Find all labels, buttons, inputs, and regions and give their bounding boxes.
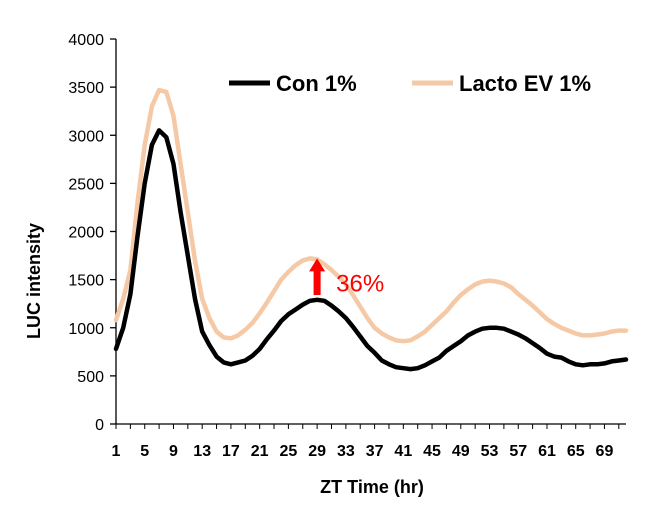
series-line-lacto-ev [113,87,629,344]
legend-label-lacto-ev: Lacto EV 1% [459,71,591,96]
x-tick-label: 41 [394,443,412,460]
y-tick-label: 2500 [68,176,104,193]
x-tick-label: 57 [509,443,527,460]
y-tick-label: 2000 [68,225,104,242]
legend-label-con: Con 1% [276,71,357,96]
x-tick-label: 49 [452,443,470,460]
x-tick-label: 53 [481,443,499,460]
x-tick-label: 9 [169,443,178,460]
increase-arrow-icon [309,258,326,295]
y-tick-label: 0 [95,417,104,434]
y-tick-label: 4000 [68,32,104,49]
y-axis-title: LUC intensity [24,223,44,339]
series-line-con [113,128,629,372]
x-tick-label: 5 [140,443,149,460]
x-tick-label: 21 [251,443,269,460]
y-tick-label: 3000 [68,128,104,145]
x-tick-label: 61 [538,443,556,460]
x-tick-label: 33 [337,443,355,460]
y-tick-label: 1500 [68,273,104,290]
x-tick-label: 1 [112,443,121,460]
x-tick-label: 13 [193,443,211,460]
x-tick-label: 25 [279,443,297,460]
legend: Con 1% Lacto EV 1% [229,71,591,96]
x-tick-label: 37 [366,443,384,460]
y-tick-label: 500 [77,369,104,386]
x-axis: 1 5 9 13 17 21 25 29 33 37 41 45 49 53 57 61 65 69 [112,423,626,460]
x-tick-label: 45 [423,443,441,460]
y-tick-label: 1000 [68,321,104,338]
x-tick-label: 17 [222,443,240,460]
x-tick-label: 65 [567,443,585,460]
y-tick-label: 3500 [68,80,104,97]
x-tick-label: 69 [596,443,614,460]
annotation-label: 36% [336,270,384,297]
series-layer [113,87,629,372]
x-tick-label: 29 [308,443,326,460]
x-axis-title: ZT Time (hr) [320,477,424,497]
y-axis: 0 500 1000 1500 2000 2500 3000 3500 4000 [68,32,117,434]
annotation-layer: 36% [309,258,384,297]
